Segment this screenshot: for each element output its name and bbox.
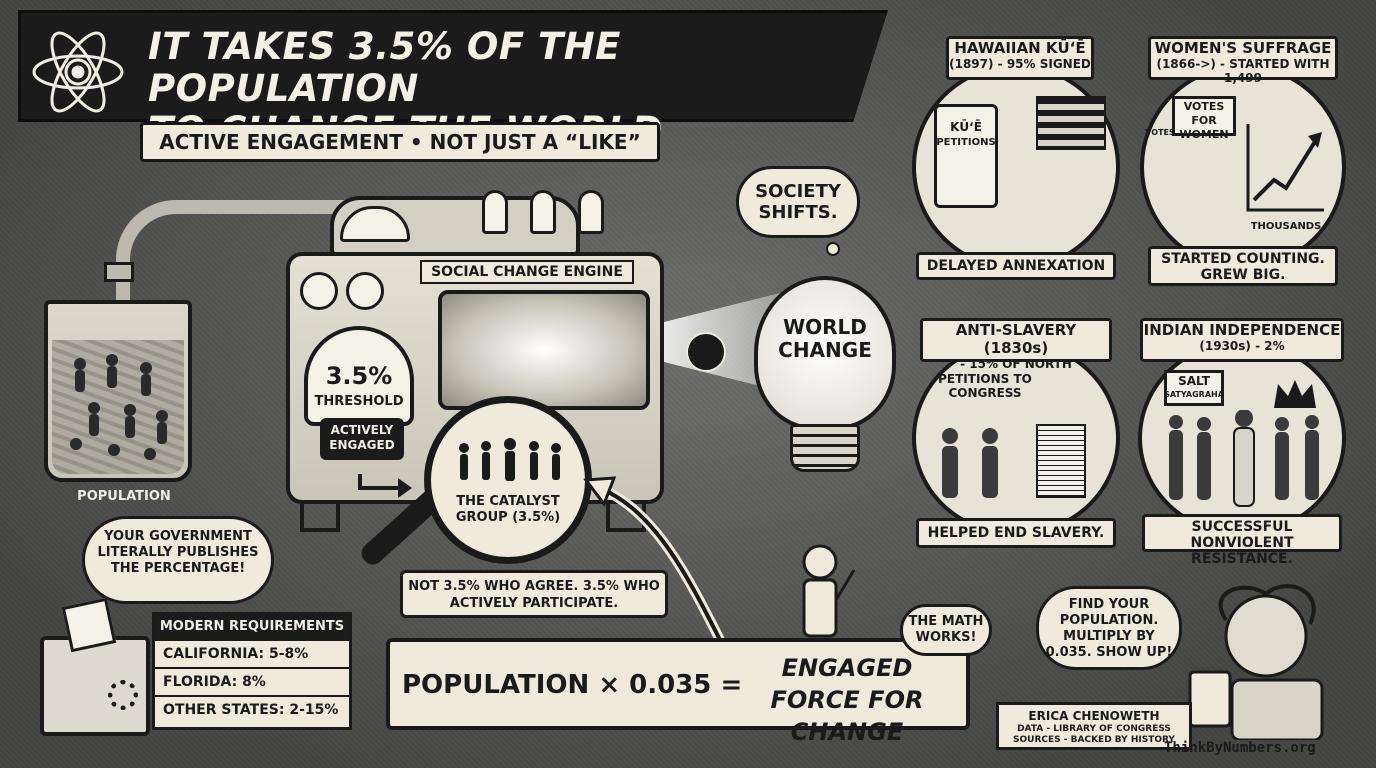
atom-gear-icon: [32, 31, 124, 113]
petition-stack-icon: [1036, 424, 1086, 498]
panel-inner-text: THOUSANDS: [1250, 221, 1322, 232]
crowd-figures-icon: [70, 354, 168, 460]
panel-subtitle-text: (1930s) - 2%: [1199, 339, 1285, 353]
math-works-bubble: THE MATH WORKS!: [900, 604, 992, 656]
society-shifts-bubble: SOCIETY SHIFTS.: [736, 166, 860, 238]
title-line-1: IT TAKES 3.5% OF THE POPULATION: [148, 25, 621, 110]
lightbulb: [754, 276, 896, 430]
panel-caption: STARTED COUNTING. GREW BIG.: [1148, 246, 1338, 286]
lightbulb-base: [790, 424, 860, 472]
panel-subtitle-text: (1866->) - STARTED WITH 1,499: [1156, 57, 1330, 85]
actively-engaged-badge: ACTIVELY ENGAGED: [320, 418, 404, 460]
scientist-icon: [1188, 584, 1324, 740]
petition-scroll: [934, 104, 998, 208]
thought-dot: [826, 242, 840, 256]
panel-inner-text: SALT: [1178, 374, 1210, 388]
vacuum-tube-icon: [578, 190, 604, 234]
panel-title: WOMEN'S SUFFRAGE (1866->) - STARTED WITH…: [1148, 36, 1338, 85]
formula-result: ENGAGED FORCE FOR CHANGE: [770, 654, 924, 746]
government-speech-bubble: YOUR GOVERNMENT LITERALLY PUBLISHES THE …: [82, 516, 274, 604]
catalyst-label: THE CATALYST GROUP (3.5%): [455, 494, 561, 525]
panel-title: HAWAIIAN KŪʻĒ (1897) - 95% SIGNED: [946, 36, 1094, 80]
salt-sign: [1164, 370, 1224, 406]
credit-sources: DATA - LIBRARY OF CONGRESS SOURCES - BAC…: [1013, 724, 1175, 745]
world-change-label: WORLD CHANGE: [778, 315, 872, 362]
panel-title-text: WOMEN'S SUFFRAGE: [1154, 39, 1332, 57]
formula-equation: POPULATION × 0.035 =: [402, 670, 743, 700]
votes-sign: [1172, 96, 1236, 136]
find-population-bubble: FIND YOUR POPULATION. MULTIPLY BY 0.035.…: [1036, 586, 1182, 670]
credit-name: ERICA CHENOWETH: [1028, 709, 1160, 723]
requirements-title: MODERN REQUIREMENTS: [155, 615, 349, 641]
faucet: [104, 262, 134, 282]
panel-inner-text: KŪʻĒ: [950, 120, 982, 134]
panel-subtitle-text: (1897) - 95% SIGNED: [949, 57, 1091, 71]
dial-icon: [346, 272, 384, 310]
subtitle: ACTIVE ENGAGEMENT • NOT JUST A “LIKE”: [140, 122, 660, 162]
panel-title: INDIAN INDEPENDENCE (1930s) - 2%: [1140, 318, 1344, 362]
vacuum-tube-icon: [482, 190, 508, 234]
requirement-row: CALIFORNIA: 5-8%: [155, 641, 349, 669]
modern-requirements-table: MODERN REQUIREMENTS CALIFORNIA: 5-8% FLO…: [152, 612, 352, 730]
vacuum-tube-icon: [530, 190, 556, 234]
panel-inner-text: VOTES FOR WOMEN: [1179, 100, 1229, 141]
gauge-label: THRESHOLD: [314, 394, 404, 409]
flag-icon: [1036, 96, 1106, 150]
panel-title-text: ANTI-SLAVERY (1830s): [955, 321, 1077, 357]
panel-title-text: INDIAN INDEPENDENCE: [1143, 321, 1341, 339]
watermark: ThinkByNumbers.org: [1164, 740, 1316, 756]
panel-caption: DELAYED ANNEXATION: [916, 252, 1116, 280]
participation-note: NOT 3.5% WHO AGREE. 3.5% WHO ACTIVELY PA…: [400, 570, 668, 618]
crown-icon: [1274, 380, 1316, 408]
dial-icon: [300, 272, 338, 310]
protesters-icon: [459, 438, 561, 481]
globe-icon: [686, 332, 726, 372]
requirement-row: OTHER STATES: 2-15%: [163, 702, 339, 718]
title-banner: [18, 10, 888, 122]
ballot-paper-icon: [61, 597, 117, 653]
panel-title: ANTI-SLAVERY (1830s) - 15% OF NORTH: [920, 318, 1112, 371]
panel-inner-text: SATYAGRAHA: [1164, 390, 1224, 399]
population-label: POPULATION: [77, 489, 171, 504]
panel-caption: SUCCESSFUL NONVIOLENT RESISTANCE.: [1142, 514, 1342, 567]
marchers-icon: [1169, 410, 1319, 507]
gauge-value: 3.5%: [325, 362, 393, 390]
freed-people-icon: [942, 428, 998, 498]
panel-inner-text: VOTES: [1145, 128, 1175, 137]
panel-inner-text: PETITIONS: [936, 137, 996, 148]
panel-subtitle-text: - 15% OF NORTH: [960, 357, 1072, 371]
threshold-gauge: [304, 326, 414, 426]
requirement-row: FLORIDA: 8%: [155, 669, 349, 697]
gear-icon: [108, 680, 138, 710]
credit-box: ERICA CHENOWETH DATA - LIBRARY OF CONGRE…: [996, 702, 1192, 750]
panel-caption: HELPED END SLAVERY.: [916, 518, 1116, 548]
engine-label: SOCIAL CHANGE ENGINE: [420, 260, 634, 284]
arrow-right-icon: [358, 474, 412, 498]
curved-arrow-icon: [583, 476, 725, 643]
professor-icon: [802, 544, 856, 638]
panel-title-text: HAWAIIAN KŪʻĒ: [954, 39, 1086, 57]
formula-box: [386, 638, 970, 730]
panel-inner-text: PETITIONS TO CONGRESS: [938, 372, 1032, 400]
reaction-chamber: [438, 290, 650, 410]
growth-chart-icon: [1246, 124, 1324, 212]
engine-leg: [300, 502, 340, 532]
